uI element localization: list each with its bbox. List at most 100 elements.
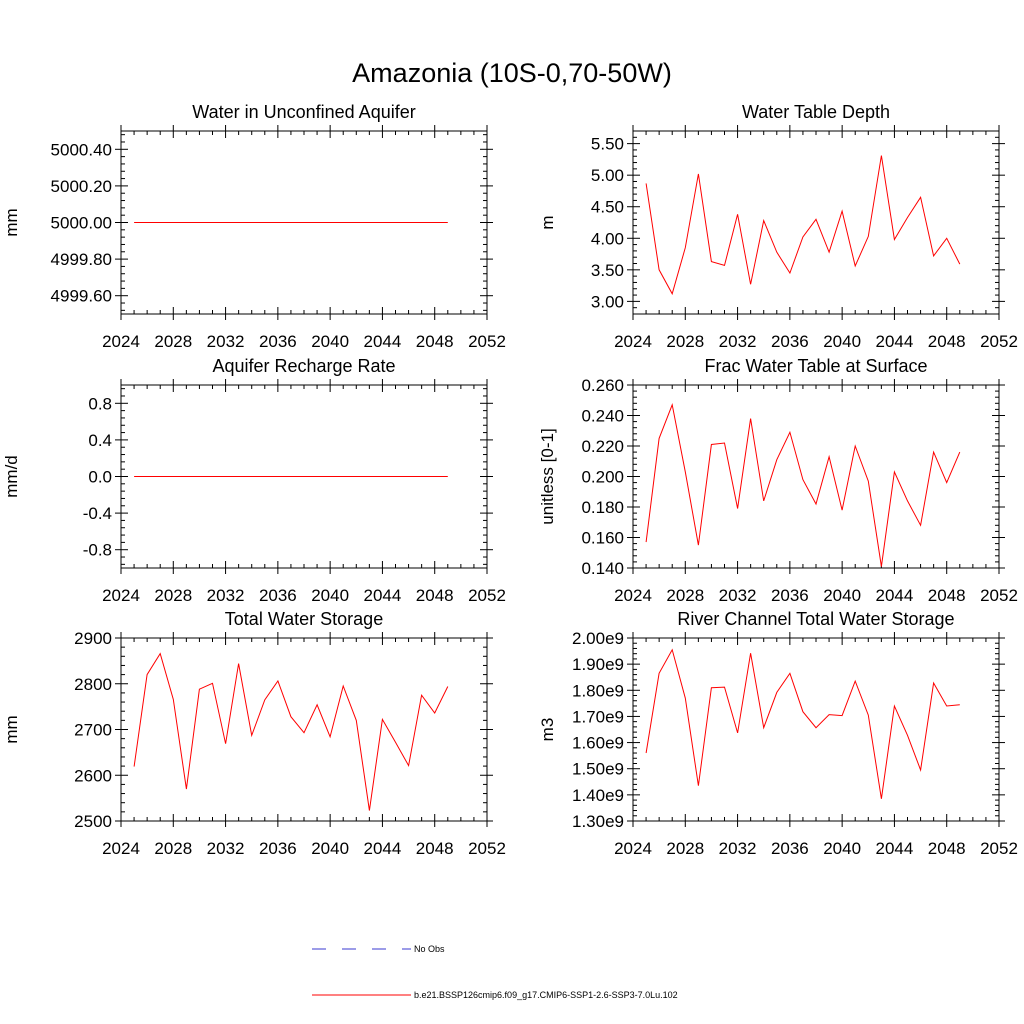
x-tick-label: 2048	[928, 839, 966, 858]
x-tick-label: 2044	[876, 839, 914, 858]
x-tick-label: 2040	[823, 839, 861, 858]
panel-3: Frac Water Table at Surface 2024 2028 2032 2…	[538, 356, 1018, 605]
x-tick-label: 2036	[259, 586, 297, 605]
y-tick-label: 5.50	[591, 135, 624, 154]
panel-title: Aquifer Recharge Rate	[212, 356, 395, 376]
y-tick-label: 4999.60	[51, 287, 112, 306]
x-tick-label: 2044	[364, 332, 402, 351]
x-tick-label: 2048	[416, 586, 454, 605]
y-axis-label: mm	[2, 715, 21, 743]
x-tick-label: 2052	[980, 332, 1018, 351]
panel-title: Water in Unconfined Aquifer	[192, 102, 415, 122]
x-tick-label: 2036	[259, 839, 297, 858]
panel-title: River Channel Total Water Storage	[677, 609, 954, 629]
x-tick-label: 2024	[102, 586, 140, 605]
panels-group: Water in Unconfined Aquifer 2024 2028 2032 2…	[2, 102, 1018, 858]
legend-obs-label: No Obs	[414, 944, 445, 954]
x-tick-label: 2052	[980, 586, 1018, 605]
x-tick-label: 2028	[154, 839, 192, 858]
panel-4: Total Water Storage 2024 2028 2032 2036 2040 2…	[2, 609, 506, 858]
x-tick-label: 2040	[311, 332, 349, 351]
y-axis-label: m3	[538, 718, 557, 742]
x-tick-label: 2032	[719, 839, 757, 858]
x-tick-label: 2024	[614, 839, 652, 858]
x-tick-label: 2044	[876, 586, 914, 605]
y-tick-label: 2800	[74, 675, 112, 694]
x-tick-label: 2036	[771, 332, 809, 351]
y-tick-label: 5000.00	[51, 214, 112, 233]
y-tick-label: 0.8	[88, 394, 112, 413]
figure-title: Amazonia (10S-0,70-50W)	[352, 58, 672, 88]
y-tick-label: 0.4	[88, 431, 112, 450]
x-tick-label: 2040	[311, 586, 349, 605]
y-tick-label: 4.50	[591, 198, 624, 217]
panel-1: Water Table Depth 2024 2028 2032 2036 2040 204…	[538, 102, 1018, 351]
panel-title: Total Water Storage	[225, 609, 383, 629]
x-tick-label: 2032	[719, 332, 757, 351]
x-tick-label: 2052	[468, 839, 506, 858]
x-tick-label: 2028	[154, 332, 192, 351]
y-tick-label: 3.00	[591, 292, 624, 311]
y-tick-label: 1.40e9	[572, 786, 624, 805]
panel-title: Water Table Depth	[742, 102, 890, 122]
panel-0: Water in Unconfined Aquifer 2024 2028 2032 2…	[2, 102, 506, 351]
x-tick-label: 2028	[666, 586, 704, 605]
legend-series-label: b.e21.BSSP126cmip6.f09_g17.CMIP6-SSP1-2.…	[414, 990, 678, 1000]
x-tick-label: 2024	[614, 586, 652, 605]
y-tick-label: 0.160	[581, 529, 624, 548]
y-tick-label: 5000.40	[51, 140, 112, 159]
x-tick-label: 2032	[719, 586, 757, 605]
y-tick-label: 0.0	[88, 468, 112, 487]
y-tick-label: 0.200	[581, 468, 624, 487]
x-tick-label: 2052	[468, 332, 506, 351]
x-tick-label: 2040	[823, 586, 861, 605]
y-tick-label: 4.00	[591, 229, 624, 248]
y-tick-label: 0.240	[581, 407, 624, 426]
y-tick-label: 1.60e9	[572, 734, 624, 753]
y-tick-label: 4999.80	[51, 250, 112, 269]
y-tick-label: -0.4	[83, 504, 112, 523]
x-tick-label: 2024	[614, 332, 652, 351]
series-line-0	[645, 403, 961, 567]
y-tick-label: 2700	[74, 721, 112, 740]
legend: No Obs b.e21.BSSP126cmip6.f09_g17.CMIP6-…	[312, 944, 678, 1000]
y-axis-label: mm/d	[2, 455, 21, 498]
x-tick-label: 2032	[207, 586, 245, 605]
y-tick-label: 1.50e9	[572, 760, 624, 779]
x-tick-label: 2036	[259, 332, 297, 351]
series-line-0	[645, 155, 961, 296]
y-tick-label: 3.50	[591, 261, 624, 280]
x-tick-label: 2052	[468, 586, 506, 605]
y-tick-label: -0.8	[83, 541, 112, 560]
x-tick-label: 2052	[980, 839, 1018, 858]
y-tick-label: 5000.20	[51, 177, 112, 196]
y-tick-label: 1.70e9	[572, 707, 624, 726]
x-tick-label: 2040	[823, 332, 861, 351]
panel-2: Aquifer Recharge Rate 2024 2028 2032 2036 204…	[2, 356, 506, 605]
x-tick-label: 2048	[416, 332, 454, 351]
x-tick-label: 2032	[207, 839, 245, 858]
plot-frame	[632, 637, 1000, 822]
y-tick-label: 1.80e9	[572, 681, 624, 700]
series-line-0	[645, 648, 960, 799]
y-tick-label: 0.260	[581, 376, 624, 395]
series-line-0	[133, 652, 449, 811]
x-tick-label: 2044	[364, 586, 402, 605]
panel-5: River Channel Total Water Storage 2024 202…	[538, 609, 1018, 858]
y-tick-label: 5.00	[591, 166, 624, 185]
x-tick-label: 2048	[928, 586, 966, 605]
y-axis-label: unitless [0-1]	[538, 428, 557, 524]
y-tick-label: 2600	[74, 766, 112, 785]
y-axis-label: mm	[2, 208, 21, 236]
y-tick-label: 2900	[74, 629, 112, 648]
x-tick-label: 2048	[928, 332, 966, 351]
y-tick-label: 0.180	[581, 498, 624, 517]
x-tick-label: 2024	[102, 839, 140, 858]
x-tick-label: 2048	[416, 839, 454, 858]
x-tick-label: 2028	[666, 332, 704, 351]
x-tick-label: 2044	[876, 332, 914, 351]
x-tick-label: 2044	[364, 839, 402, 858]
x-tick-label: 2028	[154, 586, 192, 605]
x-tick-label: 2024	[102, 332, 140, 351]
